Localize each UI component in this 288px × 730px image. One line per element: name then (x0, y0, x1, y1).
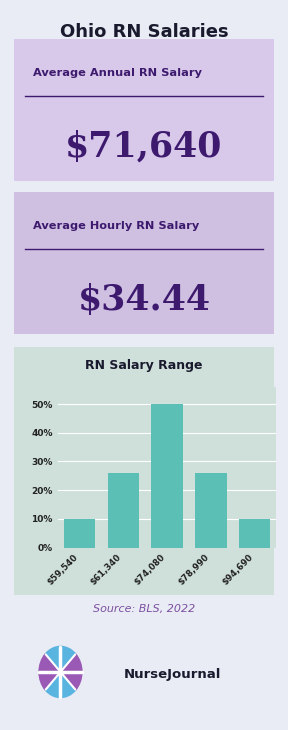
FancyBboxPatch shape (9, 189, 279, 337)
Bar (195, 473, 227, 548)
Text: $71,640: $71,640 (65, 130, 223, 164)
Wedge shape (45, 672, 76, 698)
Bar (151, 404, 183, 548)
Bar (107, 473, 139, 548)
Text: Average Hourly RN Salary: Average Hourly RN Salary (33, 221, 199, 231)
Text: Ohio RN Salaries: Ohio RN Salaries (60, 23, 228, 42)
Wedge shape (38, 653, 60, 691)
Text: Percentage of RNs: Percentage of RNs (84, 391, 186, 402)
Text: RN Salary Range: RN Salary Range (85, 359, 203, 372)
Text: $34.44: $34.44 (77, 283, 211, 317)
FancyBboxPatch shape (9, 342, 279, 600)
Text: Source: BLS, 2022: Source: BLS, 2022 (93, 604, 195, 615)
FancyBboxPatch shape (9, 36, 279, 184)
Bar (239, 519, 270, 548)
Wedge shape (60, 653, 83, 691)
Bar (64, 519, 95, 548)
Text: Average Annual RN Salary: Average Annual RN Salary (33, 68, 202, 78)
Text: NurseJournal: NurseJournal (124, 668, 221, 681)
Wedge shape (45, 646, 76, 672)
